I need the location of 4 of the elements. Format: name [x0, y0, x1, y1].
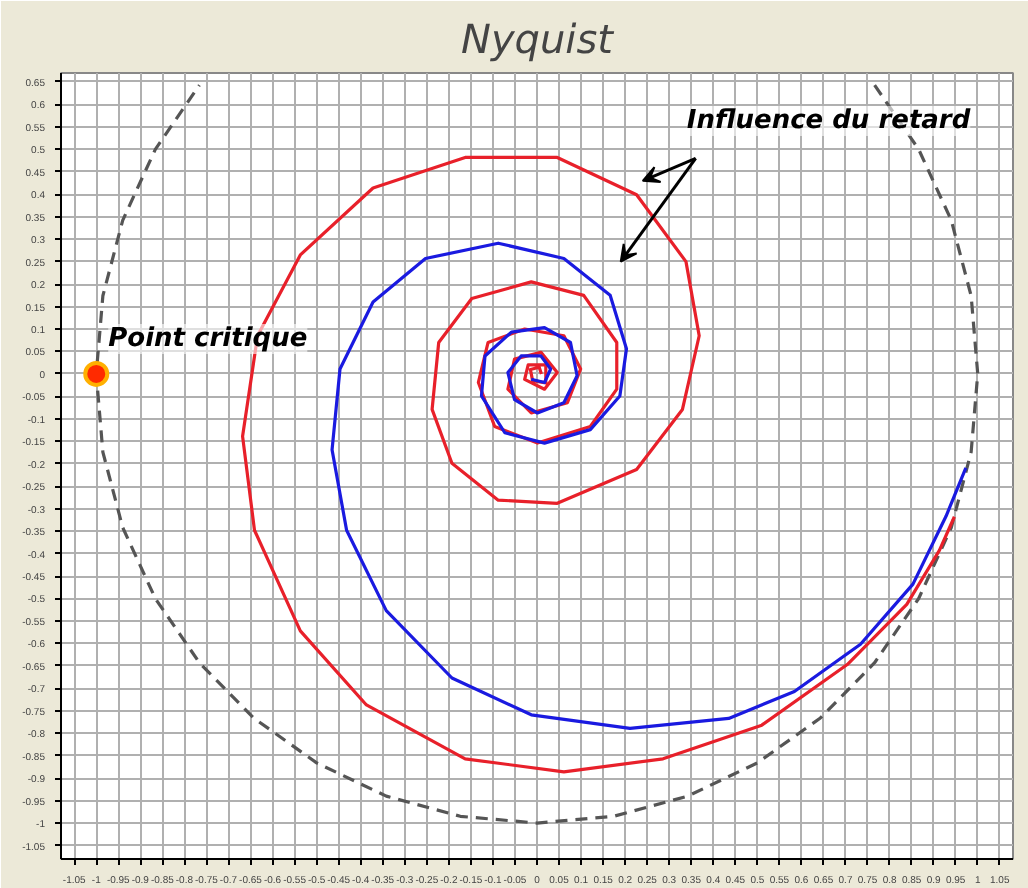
annotation: Point critique — [108, 323, 308, 354]
chart-title: Nyquist — [461, 15, 616, 63]
annotation: Influence du retard — [686, 105, 972, 136]
line-series — [330, 241, 968, 730]
